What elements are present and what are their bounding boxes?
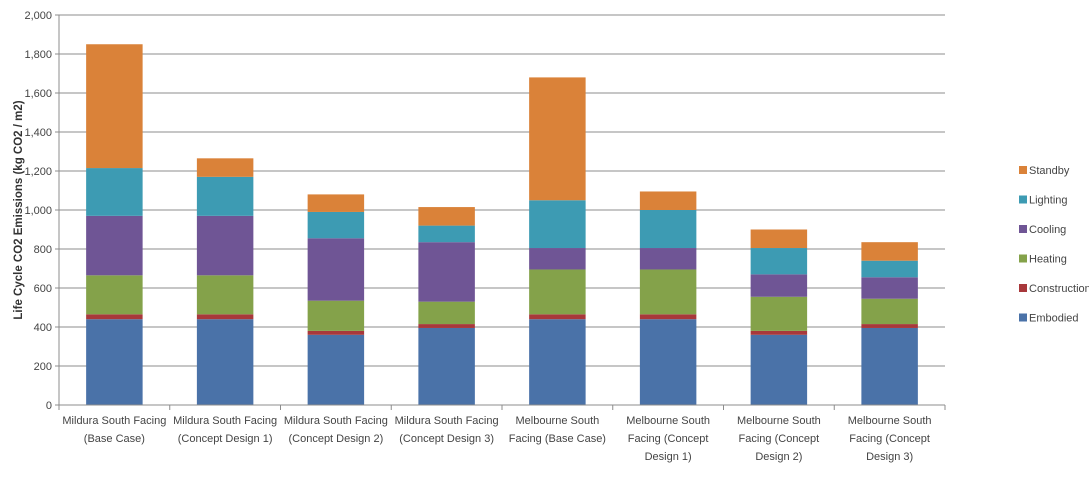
legend-item-heating: Heating <box>1019 254 1067 266</box>
legend-label: Embodied <box>1029 313 1079 325</box>
bar-segment-standby <box>861 242 918 261</box>
y-tick-label: 1,600 <box>24 88 52 100</box>
bar-segment-lighting <box>529 200 586 249</box>
y-tick-label: 200 <box>34 361 52 373</box>
y-tick-label: 2,000 <box>24 10 52 22</box>
bar-segment-construction <box>861 324 918 328</box>
bar-segment-construction <box>418 324 475 328</box>
x-category-label: Mildura South Facing (Concept Design 3) <box>395 415 499 445</box>
y-axis-title: Life Cycle CO2 Emissions (kg CO2 / m2) <box>13 100 25 319</box>
bar-segment-embodied <box>861 327 918 405</box>
bars <box>86 44 918 405</box>
bar-segment-cooling <box>750 274 808 297</box>
legend-label: Heating <box>1029 254 1067 266</box>
y-tick-label: 1,400 <box>24 127 52 139</box>
x-category-label: Melbourne South Facing (Concept Design 1) <box>626 415 710 463</box>
bar-segment-lighting <box>307 211 365 239</box>
bar-segment-cooling <box>529 248 586 270</box>
legend-label: Lighting <box>1029 195 1068 207</box>
x-category-label: Mildura South Facing (Concept Design 2) <box>284 415 388 445</box>
bar-segment-cooling <box>86 215 143 276</box>
x-category-label: Melbourne South Facing (Concept Design 2) <box>737 415 821 463</box>
legend-item-lighting: Lighting <box>1019 195 1068 207</box>
bar-segment-embodied <box>307 334 365 405</box>
y-tick-label: 1,000 <box>24 205 52 217</box>
legend-swatch <box>1019 225 1027 233</box>
bar-segment-heating <box>861 298 918 325</box>
legend-item-cooling: Cooling <box>1019 224 1066 236</box>
bar-segment-cooling <box>196 215 254 276</box>
x-category-labels: Mildura South Facing (Base Case)Mildura S… <box>62 415 931 463</box>
x-category-label: Melbourne South Facing (Base Case) <box>509 415 606 445</box>
bar-segment-heating <box>196 275 254 315</box>
legend-item-standby: Standby <box>1019 165 1070 177</box>
x-category-label: Mildura South Facing (Base Case) <box>62 415 166 445</box>
bar-segment-cooling <box>861 277 918 299</box>
y-tick-label: 800 <box>34 244 52 256</box>
bar-segment-standby <box>418 207 475 226</box>
legend-label: Standby <box>1029 165 1070 177</box>
bar-segment-standby <box>307 194 365 212</box>
bar-segment-embodied <box>196 319 254 405</box>
y-tick-label: 400 <box>34 322 52 334</box>
bar-segment-heating <box>529 269 586 315</box>
bar-segment-lighting <box>861 260 918 278</box>
x-category-label: Melbourne South Facing (Concept Design 3) <box>848 415 932 463</box>
bar-segment-construction <box>86 314 143 320</box>
bar-segment-lighting <box>639 210 697 249</box>
y-tick-label: 0 <box>46 400 52 412</box>
bar-segment-standby <box>750 229 808 249</box>
legend-swatch <box>1019 254 1027 263</box>
legend-item-embodied: Embodied <box>1019 313 1079 325</box>
bar-segment-embodied <box>529 319 586 405</box>
bar-segment-heating <box>418 301 475 325</box>
bar-segment-cooling <box>418 242 475 302</box>
bar-segment-embodied <box>750 334 808 405</box>
x-category-label: Mildura South Facing (Concept Design 1) <box>173 415 277 445</box>
legend-item-construction: Construction <box>1019 283 1089 295</box>
bar-segment-embodied <box>639 319 697 405</box>
legend-label: Cooling <box>1029 224 1066 236</box>
bar-segment-lighting <box>86 168 143 216</box>
bar-segment-standby <box>639 191 697 210</box>
bar-segment-lighting <box>418 225 475 243</box>
y-tick-label: 600 <box>34 283 52 295</box>
y-tick-label: 1,800 <box>24 49 52 61</box>
bar-segment-embodied <box>418 327 475 405</box>
bar-segment-construction <box>307 330 365 335</box>
legend-label: Construction <box>1029 283 1089 295</box>
bar-segment-cooling <box>307 238 365 301</box>
bar-segment-lighting <box>750 248 808 275</box>
bar-segment-cooling <box>639 248 697 270</box>
legend: Standby Lighting Cooling Heating Constructio… <box>1019 165 1089 325</box>
bar-segment-construction <box>750 330 808 335</box>
y-tick-label: 1,200 <box>24 166 52 178</box>
bar-segment-construction <box>639 314 697 320</box>
bar-segment-embodied <box>86 319 143 405</box>
legend-swatch <box>1019 166 1027 174</box>
bar-segment-lighting <box>196 176 254 216</box>
legend-swatch <box>1019 284 1027 292</box>
legend-swatch <box>1019 195 1027 204</box>
bar-segment-standby <box>529 77 586 201</box>
axes <box>58 15 946 410</box>
bar-segment-standby <box>196 158 254 177</box>
bar-segment-heating <box>750 296 808 331</box>
bar-segment-construction <box>529 314 586 320</box>
y-tick-labels: 0 200 400 600 800 1,000 1,200 1,400 1,600 1,800 2,… <box>24 10 52 412</box>
bar-segment-construction <box>196 314 254 320</box>
gridlines <box>55 14 945 406</box>
bar-segment-heating <box>307 300 365 331</box>
bar-segment-heating <box>639 269 697 315</box>
bar-segment-heating <box>86 275 143 315</box>
bar-segment-standby <box>86 44 143 169</box>
legend-swatch <box>1019 313 1027 322</box>
